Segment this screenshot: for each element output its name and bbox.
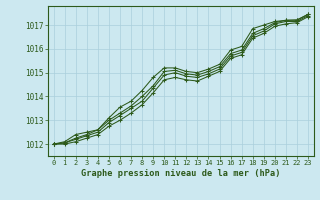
X-axis label: Graphe pression niveau de la mer (hPa): Graphe pression niveau de la mer (hPa) [81,169,281,178]
